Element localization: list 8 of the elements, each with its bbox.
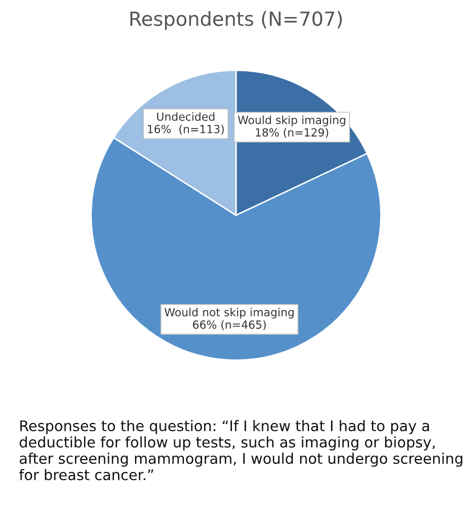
slice-label: Would not skip imaging	[164, 308, 294, 319]
slice-label: Would skip imaging	[238, 116, 346, 126]
data-label: 66% (n=465)	[192, 320, 266, 330]
data-label: 16% (n=113)	[148, 124, 224, 135]
text: Responses to the question: “If I knew that I had to pay a deductible for follow up tests, such as imaging or biopsy, after screening mammogram, I would not undergo screening for breast cancer.”	[19, 420, 462, 480]
chart-title: Respondents (N=707)	[130, 11, 342, 30]
data-label: 18% (n=129)	[256, 128, 328, 138]
slice-label: Undecided	[157, 112, 214, 121]
